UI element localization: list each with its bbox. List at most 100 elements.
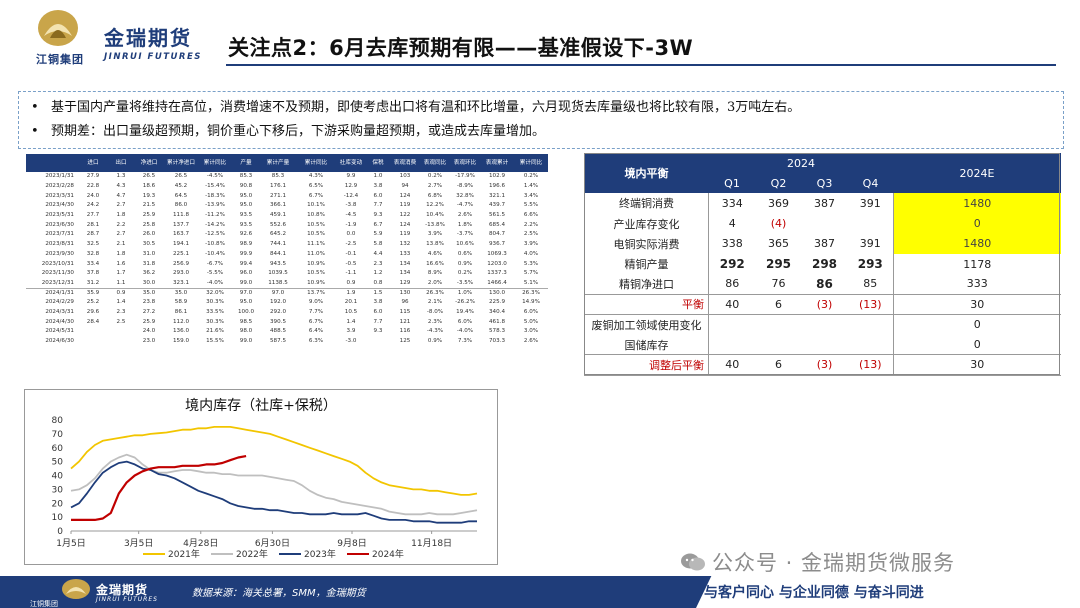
table-cell: 2.2%	[523, 221, 539, 228]
column-header	[26, 154, 78, 172]
quarter-value: 6	[755, 354, 802, 376]
table-cell: 3.9	[346, 328, 356, 335]
table-cell	[366, 337, 390, 347]
table-cell: -4.7%	[456, 202, 474, 209]
table-cell: 10.5%	[307, 270, 325, 277]
table-cell: 4.0%	[523, 250, 539, 257]
table-cell: 3.4%	[523, 192, 539, 199]
table-cell: 2.5	[116, 318, 126, 325]
x-tick-label: 6月30日	[255, 538, 290, 549]
quarter-value	[709, 315, 756, 335]
table-cell: 85.3	[239, 173, 253, 180]
table-cell: 26.5	[142, 173, 156, 180]
table-cell: 0.2%	[523, 173, 539, 180]
table-cell: 35.0	[164, 287, 198, 298]
table-cell: 4.7	[116, 192, 126, 199]
table-cell: 5.3%	[523, 260, 539, 267]
table-cell: 19.4%	[456, 308, 474, 315]
footer-logo-icon	[62, 579, 90, 599]
row-date: 2024/3/31	[45, 308, 74, 315]
table-cell: 27.7	[86, 212, 100, 219]
table-cell: 10.8%	[307, 212, 325, 219]
table-cell: 6.8%	[427, 192, 443, 199]
table-cell: 22.8	[86, 183, 100, 190]
column-header: 累计同比	[296, 154, 336, 172]
quarter-value: 293	[857, 257, 883, 272]
table-cell: 459.1	[269, 212, 286, 219]
table-cell: 1.4	[116, 299, 126, 306]
table-cell: 0.0	[346, 231, 356, 238]
table-cell: 32.5	[86, 241, 100, 248]
quarter-header: Q2	[755, 173, 802, 194]
table-cell: 25.8	[142, 221, 156, 228]
row-date: 2023/1/31	[45, 173, 74, 180]
table-cell: -3.8	[345, 202, 357, 209]
quarter-value	[802, 214, 848, 234]
quarter-value: 40	[708, 354, 756, 376]
table-cell: 804.7	[488, 231, 505, 238]
quarter-value: 387	[814, 237, 835, 251]
row-date: 2023/11/30	[41, 270, 74, 277]
balance-row: 精铜产量 292 295 298 293 1178	[584, 253, 1061, 275]
table-cell: 4.4	[373, 250, 383, 257]
table-cell: 25.2	[86, 299, 100, 306]
monthly-balance-table: 进口 出口 净进口 累计净进口 累计同比 产量 累计产量 累计同比 社库变动 保税 表观消费 表观同比…	[26, 154, 548, 346]
table-cell: 15.5%	[206, 338, 224, 345]
table-cell: 6.0%	[457, 318, 473, 325]
quarter-header-row: Q1 Q2 Q3 Q4	[585, 173, 1061, 194]
table-cell: 340.4	[488, 308, 505, 315]
table-cell: 95.0	[239, 299, 253, 306]
table-cell: 96.0	[239, 270, 253, 277]
table-cell: 13.8%	[426, 241, 444, 248]
table-cell: 943.5	[269, 260, 286, 267]
table-cell: 225.1	[172, 250, 189, 257]
table-cell: 95.0	[239, 202, 253, 209]
row-date: 2023/6/30	[45, 221, 74, 228]
bullet-dot-icon: •	[31, 100, 39, 115]
table-cell: 33.5%	[206, 308, 224, 315]
table-cell: 936.7	[488, 241, 505, 248]
table-cell: 10.9%	[307, 279, 325, 286]
row-date: 2023/8/31	[45, 241, 74, 248]
table-cell: -13.8%	[425, 221, 445, 228]
table-cell: -18.3%	[205, 192, 225, 199]
table-cell: -3.0	[345, 338, 357, 345]
balance-row: 产业库存变化 4 (4) 0	[584, 213, 1061, 234]
bullet-2: • 预期差：出口量级超预期，铜价重心下移后，下游采购量超预期，或造成去库量增加。	[29, 120, 1053, 144]
table-cell: 119	[399, 231, 411, 238]
table-cell: 5.7%	[523, 270, 539, 277]
inventory-chart: 境内库存（社库+保税） 0 10 20 30 40 50 60 70 80 1月5日 3月5日 4月2…	[24, 389, 498, 565]
table-cell: 5.0%	[523, 318, 539, 325]
row-label: 终端铜消费	[584, 193, 709, 214]
x-tick-label: 1月5日	[56, 538, 85, 549]
table-cell: 10.4%	[426, 212, 444, 219]
table-cell: 136.0	[172, 328, 189, 335]
table-row: 2024/6/30 23.0 159.0 15.5% 99.0 587.5 6.3% -3.0…	[26, 337, 548, 347]
column-header: 表观消费	[390, 154, 420, 172]
table-cell: 0.9	[108, 287, 134, 298]
table-cell: 30.3%	[206, 299, 224, 306]
table-cell: 92.6	[239, 231, 253, 238]
table-cell: 1.4%	[523, 183, 539, 190]
table-cell: 24.2	[86, 202, 100, 209]
quarter-value: (3)	[801, 293, 848, 316]
table-cell: 5.5%	[523, 202, 539, 209]
table-cell: 30.3%	[206, 318, 224, 325]
table-cell: 90.8	[239, 183, 253, 190]
table-cell: 125	[399, 338, 411, 345]
quarter-value: 4	[728, 217, 736, 231]
series-line-2024年	[71, 455, 247, 521]
table-cell: 439.7	[488, 202, 505, 209]
table-cell: 4.6%	[427, 250, 443, 257]
table-cell: -4.0%	[206, 279, 224, 286]
table-cell: 10.9%	[307, 260, 325, 267]
y-tick-label: 0	[57, 527, 63, 537]
column-header: 保税	[366, 154, 390, 172]
table-cell: 7.7	[373, 318, 383, 325]
row-date: 2023/10/31	[41, 260, 74, 267]
table-cell: 3.8	[373, 299, 383, 306]
table-cell: -12.4	[343, 192, 359, 199]
table-cell: 10.1%	[307, 202, 325, 209]
table-cell: -26.2%	[455, 299, 475, 306]
table-cell	[78, 327, 108, 337]
